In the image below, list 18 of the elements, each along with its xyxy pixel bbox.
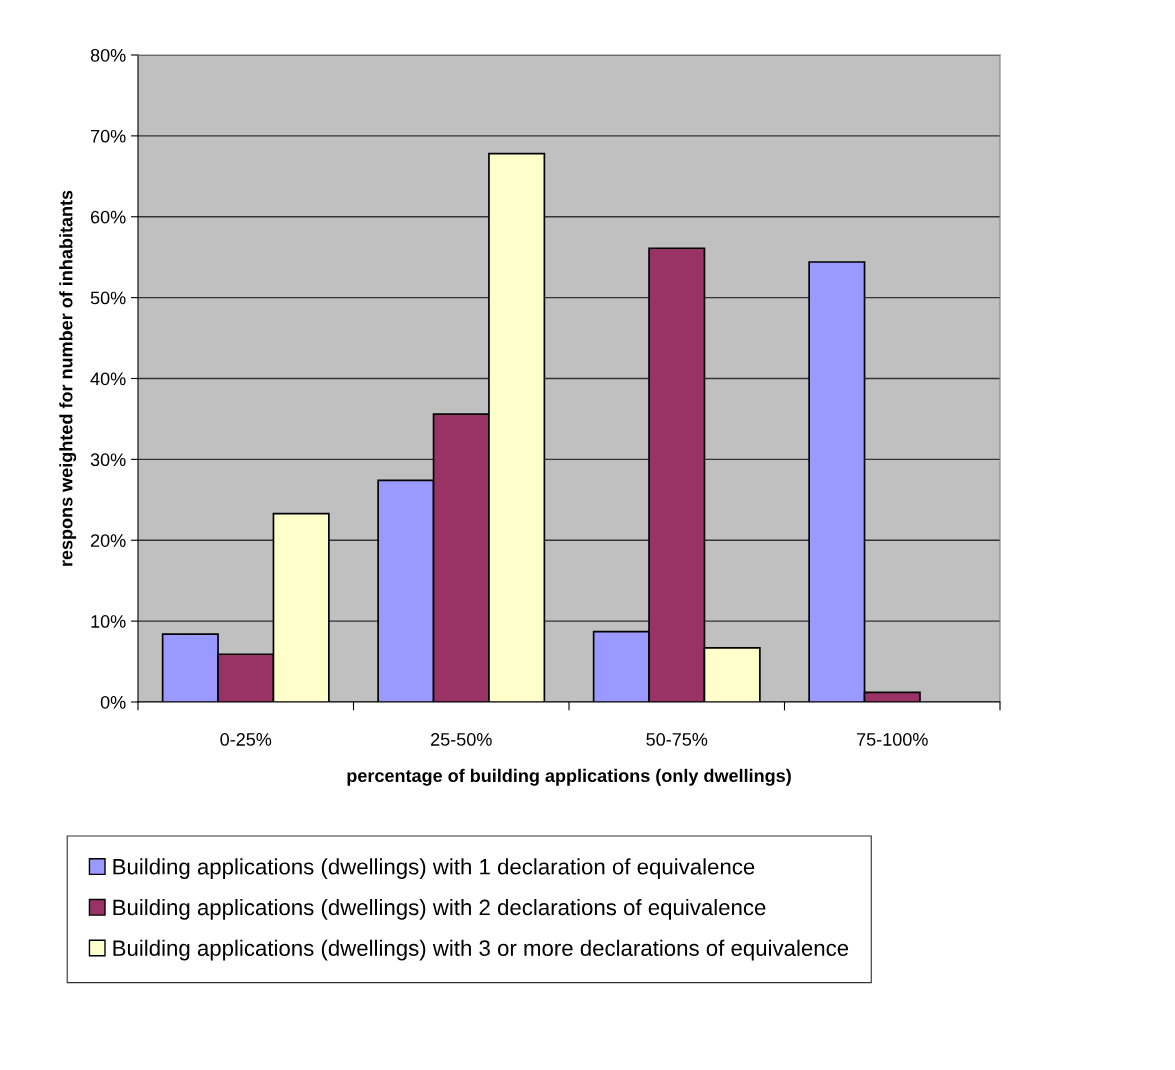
y-tick-label: 70%: [90, 129, 126, 143]
legend-label: Building applications (dwellings) with 2 declarations of equivalence: [113, 898, 766, 920]
y-tick-label: 30%: [90, 453, 126, 467]
y-tick-label: 20%: [90, 534, 126, 547]
y-tick-label: 10%: [91, 615, 126, 628]
x-tick-label: 0-25%: [220, 733, 272, 746]
x-axis-title: percentage of building applications (only dwellings): [347, 768, 791, 786]
y-axis-title: respons weighted for number of inhabitants: [59, 190, 77, 566]
y-tick-label: 50%: [90, 291, 126, 305]
legend-label: Building applications (dwellings) with 3 or more declarations of equivalence: [113, 939, 849, 961]
x-tick-label: 25-50%: [431, 733, 492, 746]
y-tick-label: 40%: [90, 372, 126, 386]
y-tick-label: 80%: [90, 48, 126, 62]
x-tick-label: 50-75%: [646, 733, 708, 746]
x-tick-label: 75-100%: [857, 733, 928, 746]
legend-label: Building applications (dwellings) with 1 declaration of equivalence: [113, 858, 755, 879]
y-tick-label: 0%: [100, 695, 126, 709]
y-tick-label: 60%: [90, 210, 126, 224]
